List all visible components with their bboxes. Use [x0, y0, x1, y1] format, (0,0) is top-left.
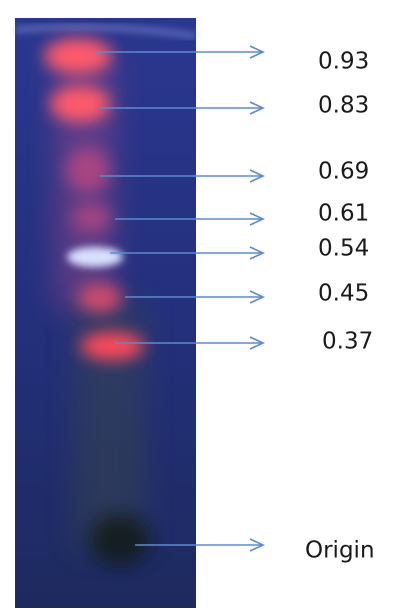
annotation-label: 0.93: [318, 49, 369, 75]
arrow-head: [249, 538, 265, 552]
annotation-label: 0.54: [318, 236, 369, 262]
annotation-label: Origin: [305, 538, 375, 564]
arrow-head: [249, 169, 265, 183]
arrow-head: [249, 336, 265, 350]
annotation-label: 0.37: [322, 329, 373, 355]
annotation-label: 0.83: [318, 93, 369, 119]
tlc-plate: [14, 18, 197, 608]
arrow-head: [249, 212, 265, 226]
annotation-label: 0.45: [318, 281, 369, 307]
annotation-label: 0.61: [318, 201, 369, 227]
arrow-head: [249, 290, 265, 304]
arrow-head: [249, 246, 265, 260]
arrow-head: [249, 45, 265, 59]
arrow-head: [249, 101, 265, 115]
annotation-label: 0.69: [318, 159, 369, 185]
